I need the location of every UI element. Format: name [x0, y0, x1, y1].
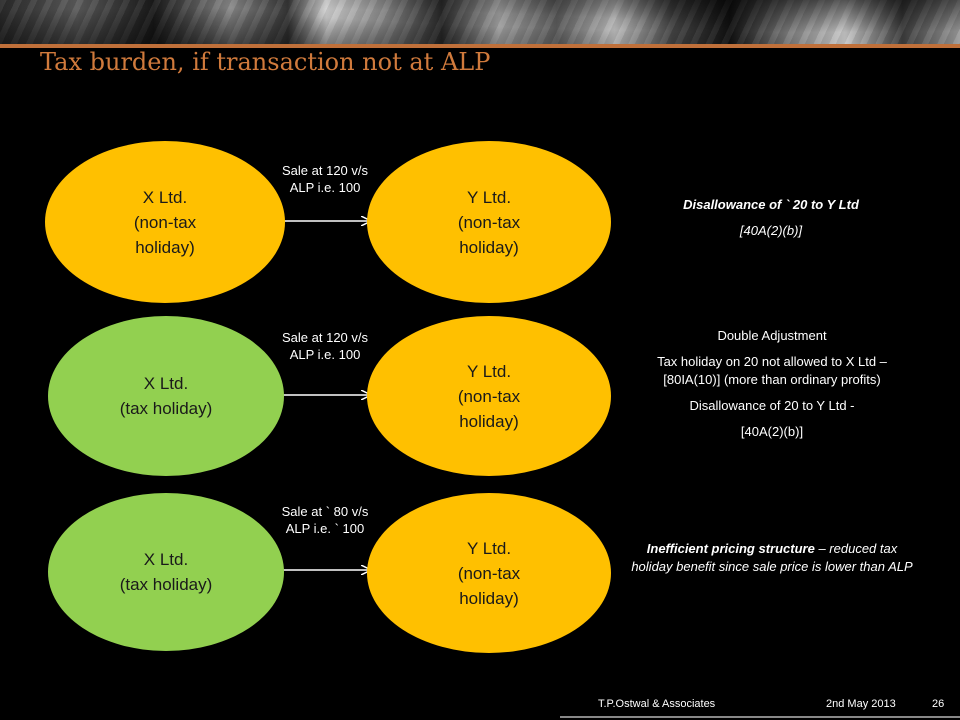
note-row-2: Double Adjustment Tax holiday on 20 not … [630, 327, 914, 449]
x-ltd-name: X Ltd. [143, 374, 189, 393]
flow-label-row-1: Sale at 120 v/s ALP i.e. 100 [282, 163, 368, 195]
header-accent-line [0, 44, 960, 48]
x-ltd-name: X Ltd. [142, 187, 188, 207]
note-heading: Double Adjustment [717, 328, 827, 343]
y-ltd-status-cont: holiday) [459, 588, 519, 608]
footer-firm: T.P.Ostwal & Associates [598, 698, 716, 710]
y-ltd-node-row-2: Y Ltd. (non-tax holiday) [367, 316, 611, 476]
y-ltd-status: (non-tax [457, 386, 521, 406]
flow-label-row-2: Sale at 120 v/s ALP i.e. 100 [282, 330, 368, 362]
footer-page-number: 26 [932, 698, 945, 710]
y-ltd-name: Y Ltd. [466, 361, 512, 381]
slide-title: Tax burden, if transaction not at ALP [40, 48, 491, 76]
note-row-3: Inefficient pricing structure – reduced … [630, 540, 914, 584]
x-ltd-node-row-2: X Ltd. (tax holiday) [48, 316, 284, 476]
y-ltd-name: Y Ltd. [466, 187, 512, 207]
y-ltd-node-row-1: Y Ltd. (non-tax holiday) [367, 141, 611, 303]
y-ltd-status-cont: holiday) [459, 411, 519, 431]
x-ltd-name: X Ltd. [143, 550, 189, 569]
y-ltd-node-row-3: Y Ltd. (non-tax holiday) [367, 493, 611, 653]
note-row-1: Disallowance of ` 20 to Y Ltd [40A(2)(b)… [683, 197, 859, 238]
y-ltd-status: (non-tax [457, 212, 521, 232]
x-ltd-status-cont: holiday) [135, 237, 195, 257]
note-bold: Inefficient pricing structure [646, 541, 815, 556]
x-ltd-node-row-1: X Ltd. (non-tax holiday) [45, 141, 285, 303]
y-ltd-status-cont: holiday) [459, 237, 519, 257]
flow-label-row-3: Sale at ` 80 v/s ALP i.e. ` 100 [281, 504, 369, 536]
footer-divider [560, 716, 960, 718]
x-ltd-status: (tax holiday) [119, 575, 213, 594]
x-ltd-status: (non-tax [133, 212, 197, 232]
y-ltd-status: (non-tax [457, 563, 521, 583]
note-rest: – reduced tax holiday benefit since sale… [631, 541, 913, 574]
footer-date: 2nd May 2013 [826, 698, 896, 710]
note-para-1: Tax holiday on 20 not allowed to X Ltd –… [657, 354, 887, 387]
y-ltd-name: Y Ltd. [466, 538, 512, 558]
x-ltd-node-row-3: X Ltd. (tax holiday) [48, 493, 284, 651]
x-ltd-status: (tax holiday) [119, 399, 213, 418]
note-para-3: [40A(2)(b)] [740, 424, 804, 439]
note-para-2: Disallowance of 20 to Y Ltd - [689, 398, 855, 413]
header-banner-image [0, 0, 960, 44]
